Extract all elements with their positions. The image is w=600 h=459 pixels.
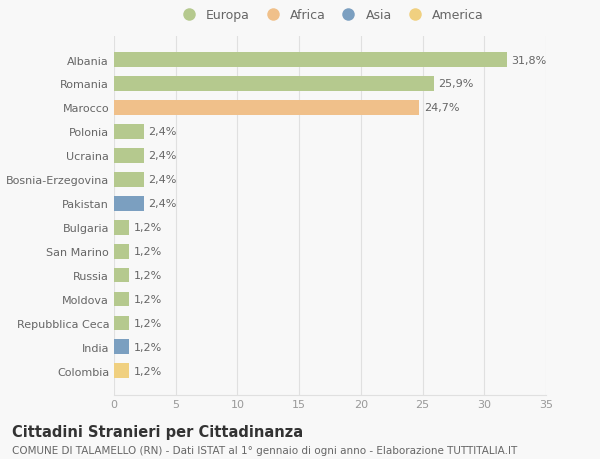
Bar bbox=[114, 149, 143, 163]
Text: COMUNE DI TALAMELLO (RN) - Dati ISTAT al 1° gennaio di ogni anno - Elaborazione : COMUNE DI TALAMELLO (RN) - Dati ISTAT al… bbox=[12, 445, 517, 455]
Bar bbox=[114, 340, 129, 354]
Text: 2,4%: 2,4% bbox=[149, 175, 177, 185]
Text: 1,2%: 1,2% bbox=[134, 223, 162, 233]
Bar bbox=[114, 244, 129, 259]
Bar bbox=[114, 268, 129, 283]
Bar bbox=[114, 316, 129, 330]
Bar bbox=[114, 364, 129, 379]
Legend: Europa, Africa, Asia, America: Europa, Africa, Asia, America bbox=[171, 4, 489, 27]
Bar bbox=[114, 196, 143, 211]
Text: 1,2%: 1,2% bbox=[134, 342, 162, 352]
Text: 25,9%: 25,9% bbox=[439, 79, 474, 90]
Bar bbox=[114, 77, 434, 92]
Bar bbox=[114, 125, 143, 140]
Text: 1,2%: 1,2% bbox=[134, 318, 162, 328]
Text: 1,2%: 1,2% bbox=[134, 366, 162, 376]
Text: 31,8%: 31,8% bbox=[511, 56, 547, 65]
Bar bbox=[114, 220, 129, 235]
Text: 24,7%: 24,7% bbox=[424, 103, 460, 113]
Text: 2,4%: 2,4% bbox=[149, 199, 177, 209]
Text: 2,4%: 2,4% bbox=[149, 151, 177, 161]
Bar bbox=[114, 53, 506, 68]
Bar bbox=[114, 292, 129, 307]
Text: Cittadini Stranieri per Cittadinanza: Cittadini Stranieri per Cittadinanza bbox=[12, 425, 303, 440]
Text: 1,2%: 1,2% bbox=[134, 294, 162, 304]
Bar bbox=[114, 101, 419, 116]
Text: 1,2%: 1,2% bbox=[134, 270, 162, 280]
Text: 1,2%: 1,2% bbox=[134, 246, 162, 257]
Bar bbox=[114, 173, 143, 187]
Text: 2,4%: 2,4% bbox=[149, 127, 177, 137]
